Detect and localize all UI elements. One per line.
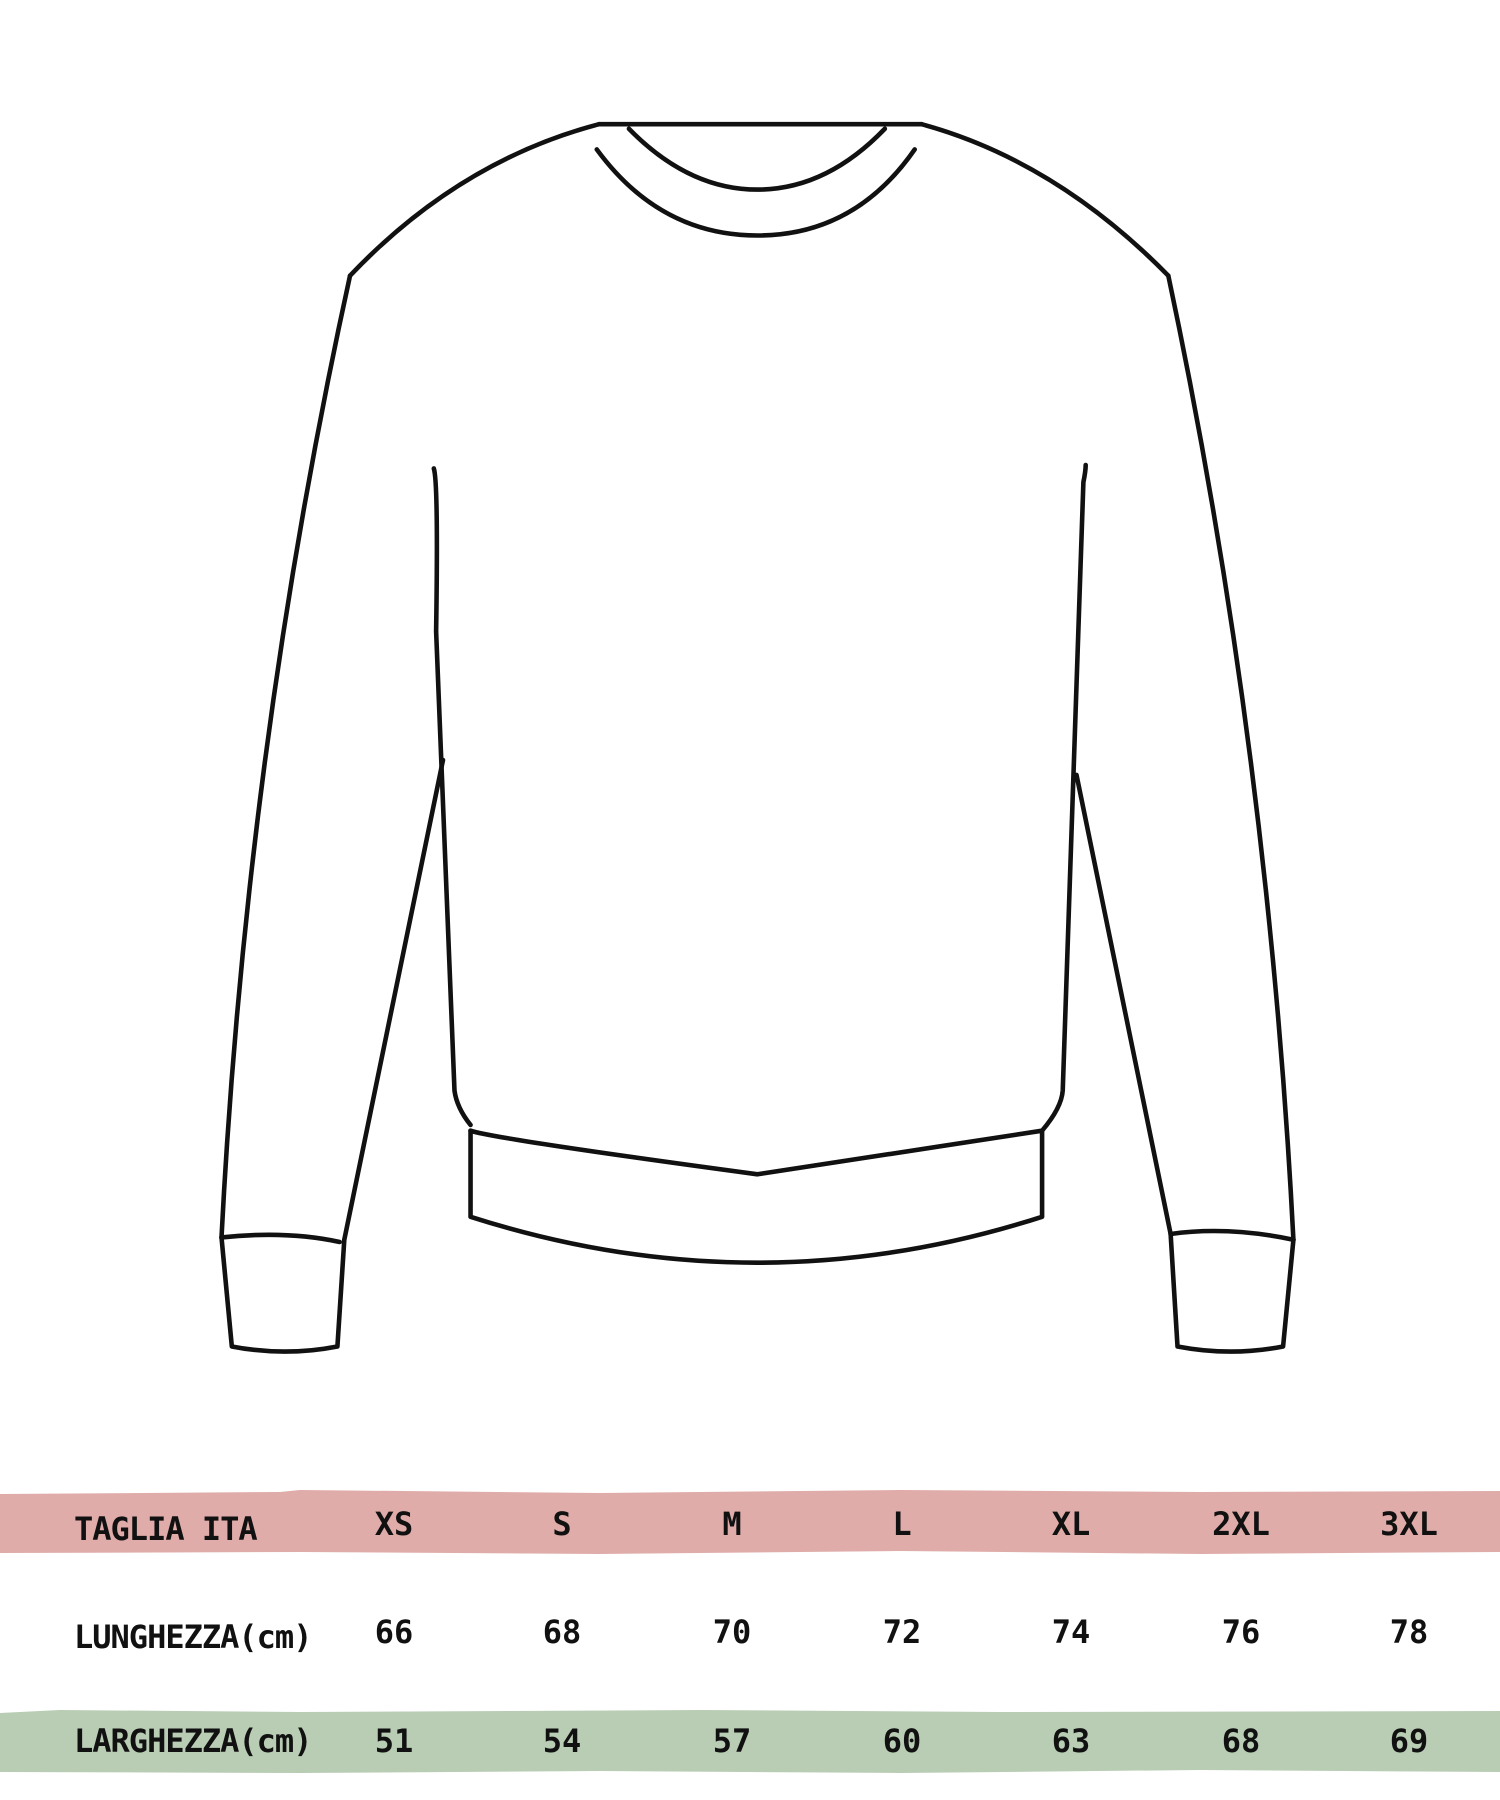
width-value: 57 xyxy=(712,1722,752,1760)
size-m: M xyxy=(722,1505,742,1543)
width-value: 54 xyxy=(542,1722,582,1760)
hem-top xyxy=(468,1128,1045,1177)
right-body-side xyxy=(1039,462,1088,1133)
length-value: 68 xyxy=(542,1613,582,1651)
width-value: 60 xyxy=(882,1722,922,1760)
left-body-side xyxy=(431,466,473,1128)
length-value: 72 xyxy=(882,1613,922,1651)
size-l: L xyxy=(892,1505,912,1543)
length-value: 66 xyxy=(374,1613,414,1651)
length-value: 78 xyxy=(1389,1613,1429,1651)
width-value: 63 xyxy=(1051,1722,1091,1760)
collar-outer xyxy=(594,147,917,238)
hem-band xyxy=(468,1128,1045,1265)
size-xs: XS xyxy=(374,1505,414,1543)
header-band xyxy=(0,1490,1500,1554)
right-cuff-line xyxy=(1168,1228,1296,1243)
size-3xl: 3XL xyxy=(1380,1505,1438,1543)
length-value: 70 xyxy=(712,1613,752,1651)
size-s: S xyxy=(552,1505,572,1543)
size-2xl: 2XL xyxy=(1212,1505,1270,1543)
right-sleeve-inner xyxy=(1074,772,1173,1237)
left-sleeve-outer xyxy=(219,273,353,1240)
right-cuff xyxy=(1168,1231,1296,1354)
size-header-label: TAGLIA ITA xyxy=(74,1510,258,1549)
left-cuff xyxy=(219,1235,347,1354)
width-row: LARGHEZZA(cm) 51 54 57 60 63 68 69 xyxy=(0,1709,1500,1773)
left-sleeve-inner xyxy=(342,757,446,1243)
length-label: LUNGHEZZA(cm) xyxy=(74,1618,312,1657)
right-sleeve-outer xyxy=(1166,273,1296,1243)
left-cuff-line xyxy=(219,1232,343,1245)
length-value: 74 xyxy=(1051,1613,1091,1651)
length-row: LUNGHEZZA(cm) 66 68 70 72 74 76 78 xyxy=(0,1600,1500,1664)
width-value: 68 xyxy=(1221,1722,1261,1760)
collar-inner xyxy=(626,126,888,192)
width-label: LARGHEZZA(cm) xyxy=(74,1722,312,1760)
width-band xyxy=(0,1710,1500,1773)
width-value: 69 xyxy=(1389,1722,1429,1760)
size-xl: XL xyxy=(1051,1505,1091,1543)
width-value: 51 xyxy=(374,1722,414,1760)
length-value: 76 xyxy=(1221,1613,1261,1651)
size-header-row: TAGLIA ITA XS S M L XL 2XL 3XL xyxy=(0,1492,1500,1556)
right-shoulder xyxy=(919,121,1171,278)
left-shoulder xyxy=(347,121,602,278)
